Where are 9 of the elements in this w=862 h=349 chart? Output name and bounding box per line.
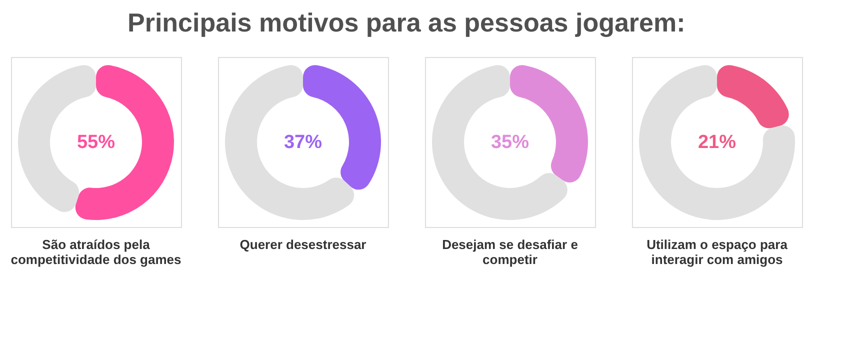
text: 21% <box>698 132 736 153</box>
text: Querer desestressar <box>240 237 366 252</box>
text: 37% <box>284 132 322 153</box>
text: 55% <box>76 132 116 153</box>
text: São atraídos pela competitividade dos games <box>10 237 182 267</box>
text: Principais motivos para as pessoas jogarem: <box>127 8 686 38</box>
text: Desejam se desafiar e competir <box>442 237 578 267</box>
text: 35% <box>490 132 530 153</box>
text: Utilizam o espaço para interagir com amigos <box>646 237 788 267</box>
